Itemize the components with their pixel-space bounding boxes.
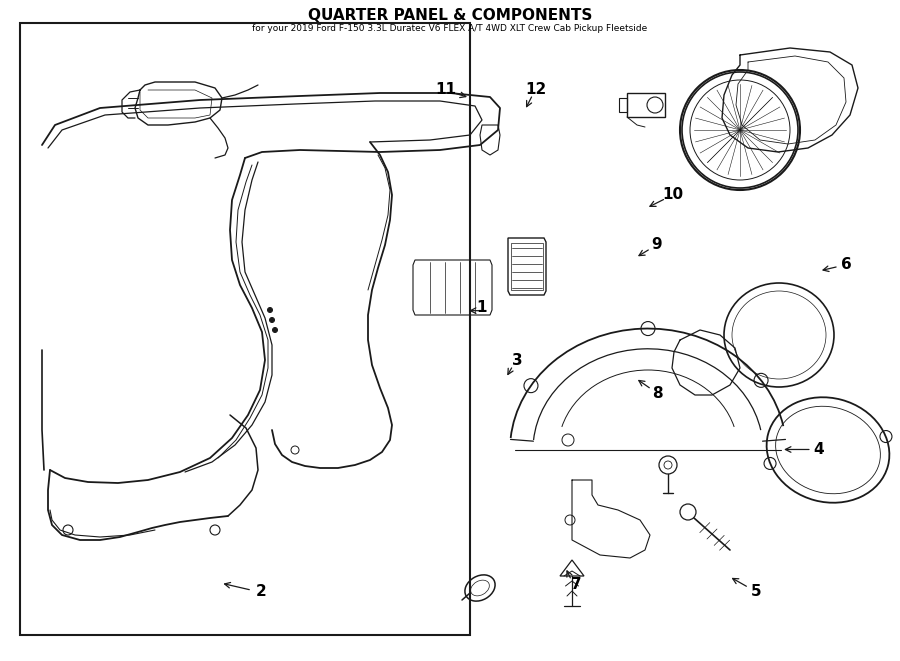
Text: 5: 5 — [751, 584, 761, 599]
Text: 6: 6 — [841, 257, 851, 272]
Text: 11: 11 — [435, 82, 456, 97]
Circle shape — [273, 327, 277, 332]
Text: 7: 7 — [571, 578, 581, 592]
Text: 10: 10 — [662, 188, 684, 202]
Text: 9: 9 — [652, 237, 662, 252]
Text: 1: 1 — [476, 300, 487, 315]
Circle shape — [269, 317, 274, 323]
Text: 8: 8 — [652, 386, 662, 401]
Text: 3: 3 — [512, 353, 523, 368]
Text: 2: 2 — [256, 584, 266, 599]
Text: QUARTER PANEL & COMPONENTS: QUARTER PANEL & COMPONENTS — [308, 8, 592, 23]
Text: 4: 4 — [814, 442, 824, 457]
Text: 12: 12 — [525, 82, 546, 97]
Circle shape — [267, 307, 273, 313]
Text: for your 2019 Ford F-150 3.3L Duratec V6 FLEX A/T 4WD XLT Crew Cab Pickup Fleets: for your 2019 Ford F-150 3.3L Duratec V6… — [252, 24, 648, 33]
